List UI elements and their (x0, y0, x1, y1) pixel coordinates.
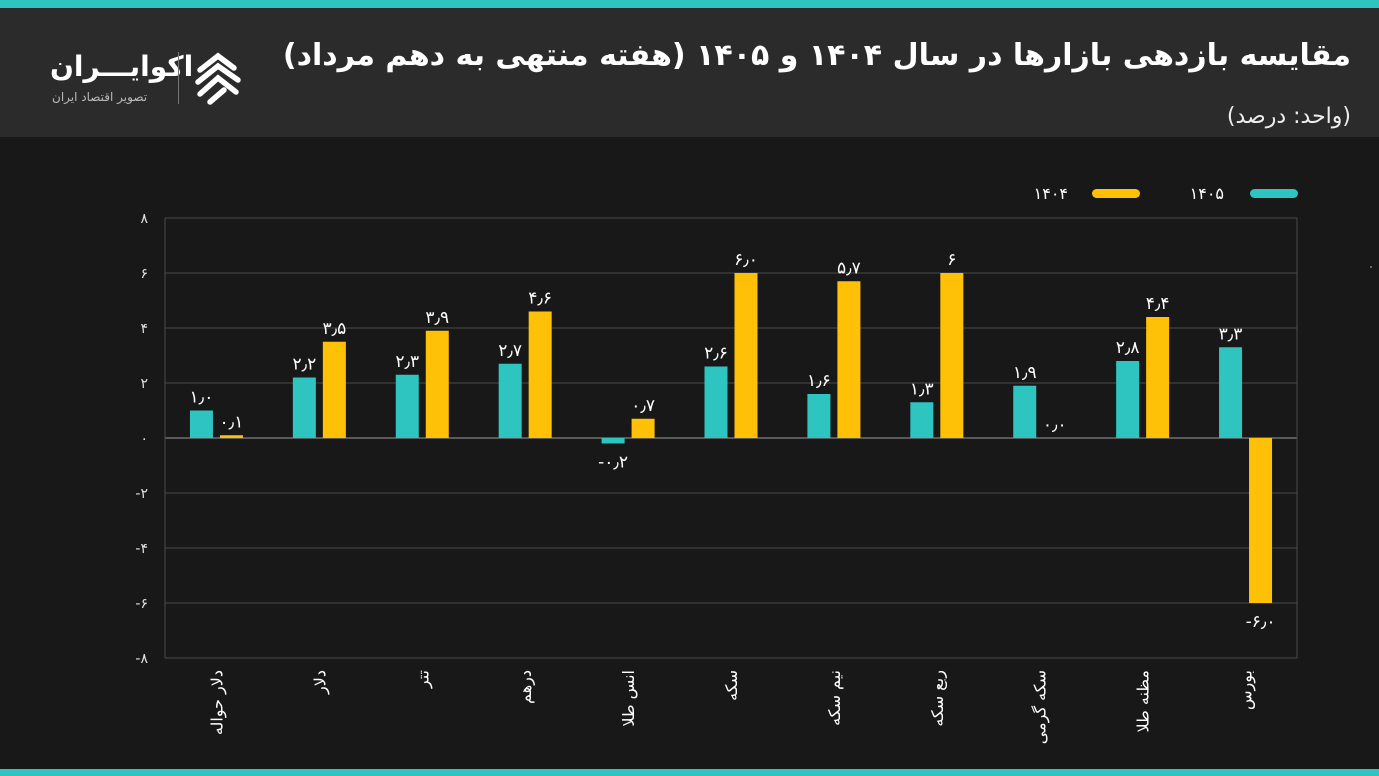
data-label: ۱٫۳ (910, 379, 934, 399)
y-tick-label: ۸ (140, 211, 148, 227)
stray-dot (1370, 266, 1372, 268)
data-label: ۶ (947, 250, 956, 270)
y-tick-label: -۸ (135, 651, 148, 667)
category-label: مظنه طلا (1134, 670, 1153, 732)
header: مقایسه بازدهی بازارها در سال ۱۴۰۴ و ۱۴۰۵… (0, 8, 1379, 137)
bar-1404 (837, 281, 861, 438)
data-label: ۲٫۸ (1116, 338, 1140, 358)
y-tick-label: ۲ (140, 376, 148, 392)
logo-divider (178, 52, 179, 104)
bar-chart: ۸ ۶ ۴ ۲ ۰ -۲ -۴ -۶ -۸ ۱٫۰ ۰٫۱ دلار حواله ۲٫۲ ۳٫۵ دلار… (135, 184, 1298, 744)
bar-1404 (1146, 317, 1170, 438)
logo-tagline: تصویر اقتصاد ایران (52, 90, 148, 104)
y-tick-label: ۶ (140, 266, 148, 282)
bar-1405 (807, 394, 831, 438)
bar-1405 (910, 402, 934, 438)
bar-1404 (425, 330, 449, 438)
y-tick-label: ۰ (140, 431, 148, 447)
bar-1404 (734, 273, 758, 438)
category-label: تتر (413, 670, 433, 689)
y-tick-label: -۲ (135, 486, 148, 502)
data-label: ۲٫۶ (704, 344, 728, 364)
bar-1405 (601, 438, 625, 444)
data-label: ۰٫۰ (1043, 415, 1067, 435)
category-label: ربع سکه (928, 670, 948, 727)
data-label: ۴٫۶ (528, 289, 552, 309)
data-label: ۳٫۵ (322, 319, 346, 339)
category-label: درهم (516, 670, 536, 704)
bar-1404 (219, 435, 243, 438)
bar-1405 (189, 410, 213, 438)
data-label: ۱٫۶ (807, 371, 831, 391)
bar-1404 (528, 311, 552, 438)
data-label: ۵٫۷ (837, 258, 861, 278)
data-label: ۳٫۳ (1219, 324, 1243, 344)
legend-label-1404: ۱۴۰۴ (1034, 184, 1068, 203)
category-label: دلار (310, 670, 330, 695)
logo: اکوایـــران تصویر اقتصاد ایران (46, 48, 246, 110)
legend-swatch-1404 (1092, 189, 1140, 198)
data-label: ۲٫۲ (292, 355, 316, 375)
bar-1404 (322, 341, 346, 438)
y-tick-label: -۴ (135, 541, 148, 557)
unit-subtitle: (واحد: درصد) (1226, 104, 1351, 129)
page-title: مقایسه بازدهی بازارها در سال ۱۴۰۴ و ۱۴۰۵… (282, 38, 1351, 73)
bar-1405 (292, 377, 316, 438)
data-label: ۰٫۷ (631, 396, 655, 416)
bar-1404 (631, 418, 655, 438)
bar-1404 (1249, 438, 1273, 603)
logo-name: اکوایـــران (50, 50, 194, 83)
bar-1405 (1116, 361, 1140, 438)
data-label: ۰٫۱ (220, 412, 244, 432)
bar-1404 (940, 273, 964, 438)
bottom-accent-bar (0, 769, 1379, 776)
bar-1405 (1219, 347, 1243, 438)
data-label: ۱٫۹ (1013, 363, 1037, 383)
bar-1405 (1013, 385, 1037, 438)
legend-label-1405: ۱۴۰۵ (1190, 184, 1224, 203)
category-label: انس طلا (619, 670, 639, 727)
top-accent-bar (0, 0, 1379, 8)
y-tick-label: ۴ (140, 321, 148, 337)
bar-1405 (395, 374, 419, 438)
category-label: سکه گرمی (1031, 670, 1051, 744)
data-label: ۶٫۰ (734, 250, 758, 270)
category-label: سکه (722, 670, 741, 701)
y-tick-label: -۶ (135, 596, 148, 612)
data-label: ۲٫۳ (395, 352, 419, 372)
data-label: -۶٫۰ (1246, 612, 1276, 632)
category-label: بورس (1237, 670, 1257, 710)
bar-1405 (498, 363, 522, 438)
legend-swatch-1405 (1250, 189, 1298, 198)
data-label: -۰٫۲ (598, 453, 628, 473)
data-label: ۲٫۷ (498, 341, 522, 361)
data-label: ۴٫۴ (1146, 294, 1170, 314)
category-label: دلار حواله (207, 670, 227, 735)
bar-1405 (704, 366, 728, 438)
ecoiran-logo-icon (195, 52, 241, 105)
category-label: نیم سکه (825, 670, 844, 726)
data-label: ۱٫۰ (190, 388, 214, 408)
data-label: ۳٫۹ (425, 308, 449, 328)
